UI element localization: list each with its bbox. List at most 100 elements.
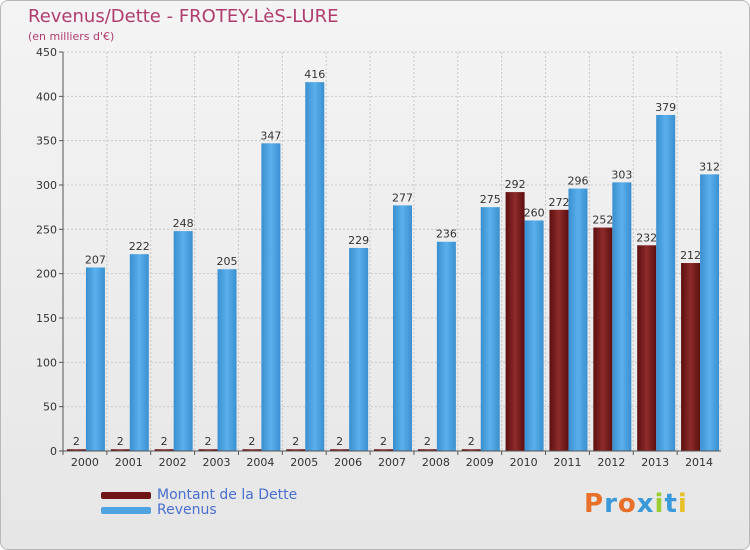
bar-revenus <box>656 114 676 451</box>
bar-debt <box>505 192 525 452</box>
data-labels: 2207222222482205234724162229227722362275… <box>73 68 720 448</box>
bar-debt <box>154 449 174 451</box>
bar-debt <box>637 245 657 451</box>
data-label-revenus: 416 <box>304 68 325 81</box>
data-label-revenus: 236 <box>436 228 457 241</box>
logo-letter: P <box>584 489 605 519</box>
y-tick-label: 100 <box>36 356 57 369</box>
data-label-debt: 272 <box>548 196 569 209</box>
x-tick-label: 2013 <box>641 456 669 469</box>
data-label-debt: 292 <box>505 178 526 191</box>
legend-swatch-debt <box>101 491 151 499</box>
logo-letter: i <box>654 489 665 519</box>
legend-label-debt: Montant de la Dette <box>157 487 298 503</box>
x-tick-label: 2002 <box>159 456 187 469</box>
x-tick-label: 2005 <box>290 456 318 469</box>
data-label-revenus: 312 <box>699 160 720 173</box>
bars <box>66 82 720 452</box>
bar-revenus <box>700 174 720 452</box>
x-tick-label: 2003 <box>203 456 231 469</box>
data-label-debt: 2 <box>117 435 124 448</box>
bar-revenus <box>85 267 105 451</box>
data-label-debt: 2 <box>336 435 343 448</box>
x-tick-label: 2011 <box>553 456 581 469</box>
bar-debt <box>330 449 350 451</box>
chart-subtitle: (en milliers d'€) <box>28 30 115 43</box>
data-label-debt: 2 <box>292 435 299 448</box>
bar-revenus <box>217 269 237 451</box>
x-tick-label: 2004 <box>246 456 274 469</box>
data-label-debt: 2 <box>468 435 475 448</box>
data-label-debt: 2 <box>205 435 212 448</box>
data-label-revenus: 303 <box>611 168 632 181</box>
bar-debt <box>198 449 218 451</box>
bar-revenus <box>524 220 544 451</box>
data-label-debt: 2 <box>161 435 168 448</box>
y-tick-label: 400 <box>36 90 57 103</box>
x-tick-label: 2008 <box>422 456 450 469</box>
bar-debt <box>242 449 262 451</box>
data-label-revenus: 222 <box>129 240 150 253</box>
data-label-debt: 2 <box>73 435 80 448</box>
logo-letter: r <box>604 489 618 519</box>
data-label-revenus: 260 <box>524 206 545 219</box>
legend-label-revenus: Revenus <box>157 502 217 518</box>
data-label-debt: 252 <box>592 214 613 227</box>
x-tick-label: 2000 <box>71 456 99 469</box>
data-label-revenus: 205 <box>217 255 238 268</box>
data-label-revenus: 277 <box>392 191 413 204</box>
data-label-revenus: 275 <box>480 193 501 206</box>
legend-item-revenus: Revenus <box>101 502 217 518</box>
legend-swatch-revenus <box>101 506 151 514</box>
legend-item-debt: Montant de la Dette <box>101 487 297 503</box>
bar-debt <box>417 449 437 451</box>
bar-debt <box>681 263 701 451</box>
data-label-revenus: 229 <box>348 234 369 247</box>
data-label-debt: 232 <box>636 231 657 244</box>
bar-debt <box>374 449 393 451</box>
bar-revenus <box>173 231 193 451</box>
bar-debt <box>286 449 306 451</box>
bar-revenus <box>129 254 149 451</box>
bar-revenus <box>393 205 412 451</box>
x-tick-label: 2007 <box>378 456 406 469</box>
bar-revenus <box>568 188 588 451</box>
chart-title: Revenus/Dette - FROTEY-LèS-LURE <box>28 6 339 27</box>
y-tick-label: 50 <box>43 401 57 414</box>
data-label-revenus: 207 <box>85 253 106 266</box>
logo-letter: o <box>617 489 637 519</box>
y-tick-label: 200 <box>36 268 57 281</box>
y-axis: 0 50 100 150 200 250 300 350 400 450 <box>36 46 64 458</box>
bar-debt <box>110 449 130 451</box>
data-label-revenus: 248 <box>173 217 194 230</box>
x-tick-label: 2012 <box>597 456 625 469</box>
y-tick-label: 350 <box>36 135 57 148</box>
y-tick-label: 300 <box>36 179 57 192</box>
bar-revenus <box>349 247 369 451</box>
data-label-revenus: 347 <box>260 129 281 142</box>
y-tick-label: 450 <box>36 46 57 59</box>
logo-letter: t <box>664 489 678 519</box>
bar-debt <box>549 209 569 451</box>
data-label-revenus: 296 <box>567 175 588 188</box>
data-label-debt: 2 <box>248 435 255 448</box>
bar-debt <box>461 449 481 451</box>
bar-revenus <box>480 207 500 451</box>
x-axis: 2000 2001 2002 2003 2004 2005 2006 2007 2008 2009… <box>62 450 721 469</box>
bar-revenus <box>436 241 456 451</box>
y-tick-label: 250 <box>36 223 57 236</box>
bar-debt <box>593 227 613 451</box>
proxiti-logo: Proxiti <box>584 489 688 519</box>
y-tick-label: 0 <box>50 445 57 458</box>
bar-debt <box>66 449 86 451</box>
bar-revenus <box>305 82 325 451</box>
x-tick-label: 2014 <box>685 456 713 469</box>
x-tick-label: 2001 <box>115 456 143 469</box>
bar-revenus <box>612 182 632 451</box>
data-label-revenus: 379 <box>655 101 676 114</box>
logo-letter: x <box>636 489 655 519</box>
x-tick-label: 2006 <box>334 456 362 469</box>
logo-letter: i <box>677 489 688 519</box>
